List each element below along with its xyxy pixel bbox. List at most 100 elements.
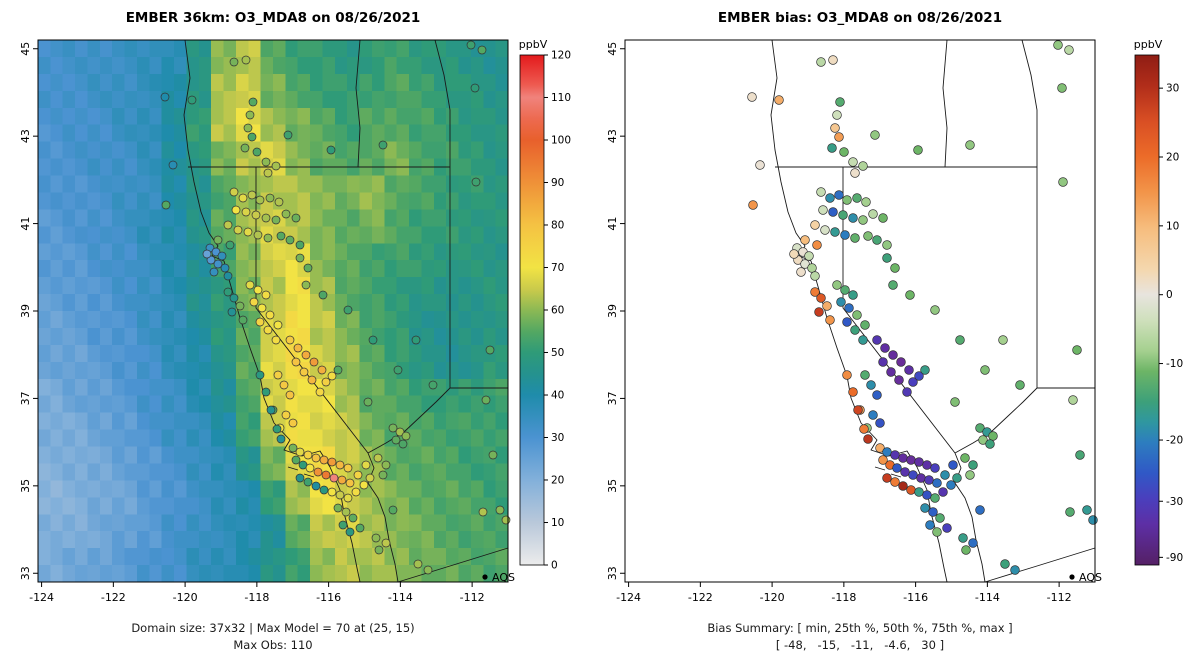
grid-cell [87,565,101,583]
grid-cell [421,429,435,447]
bias-station-dot [882,447,892,457]
grid-cell [136,40,150,58]
grid-cell [409,395,422,414]
grid-cell [409,40,422,58]
grid-cell [433,344,447,363]
grid-cell [384,378,398,397]
grid-cell [161,412,175,431]
grid-cell [396,260,410,278]
bias-station-dot [1058,177,1068,187]
grid-cell [174,446,187,464]
grid-cell [446,327,460,346]
y-tick-label: 41 [606,217,619,231]
grid-cell [396,548,410,566]
colorbar-gradient [519,54,545,566]
model-station-dot [265,310,275,320]
grid-cell [273,243,286,261]
grid-cell [396,175,410,193]
grid-cell [223,192,237,210]
grid-cell [285,294,299,312]
grid-cell [99,226,113,244]
model-station-dot [252,147,262,157]
grid-cell [235,327,249,346]
grid-cell [409,141,422,160]
grid-cell [75,395,88,414]
grid-cell [62,277,76,295]
bias-station-dot [816,293,826,303]
bias-station-dot [914,457,924,467]
grid-cell [112,294,126,312]
bias-station-dot [898,481,908,491]
grid-cell [62,294,76,312]
grid-cell [198,260,212,278]
grid-cell [124,277,138,295]
grid-cell [297,124,311,143]
model-station-dot [428,380,438,390]
grid-cell [421,243,435,261]
grid-cell [235,40,249,58]
grid-cell [38,395,51,414]
bias-station-dot [810,220,820,230]
grid-cell [248,56,262,75]
grid-cell [396,40,410,58]
grid-cell [260,531,274,549]
grid-cell [297,565,311,583]
grid-cell [161,56,175,75]
grid-cell [446,429,460,447]
grid-cell [409,565,422,583]
bias-station-dot [930,305,940,315]
grid-cell [384,175,398,193]
grid-cell [87,56,101,75]
grid-cell [371,429,385,447]
grid-cell [50,124,64,143]
model-station-dot [281,209,291,219]
grid-cell [149,344,163,363]
grid-cell [38,548,51,566]
grid-cell [50,463,64,481]
grid-cell [112,446,126,464]
grid-cell [347,277,361,295]
grid-cell [384,141,398,160]
grid-cell [62,175,76,193]
grid-cell [495,480,509,498]
grid-cell [112,243,126,261]
grid-cell [99,446,113,464]
colorbar-tick-label: 10 [1166,220,1179,232]
grid-cell [161,327,175,346]
grid-cell [446,141,460,160]
bias-station-dot [882,253,892,263]
grid-cell [421,90,435,109]
bias-station-dot [863,231,873,241]
grid-cell [273,175,286,193]
bias-station-dot [825,315,835,325]
grid-cell [470,158,484,176]
grid-cell [322,565,336,583]
grid-cell [310,243,323,261]
grid-cell [136,124,150,143]
grid-cell [470,395,484,414]
grid-cell [458,531,472,549]
colorbar-tick-label: 0 [551,560,558,572]
model-station-dot [211,247,221,257]
model-station-dot [223,287,233,297]
grid-cell [174,209,187,227]
grid-cell [273,40,286,58]
grid-cell [124,344,138,363]
grid-cell [186,565,200,583]
colorbar-tick-label: 10 [551,517,564,529]
grid-cell [446,497,460,515]
grid-cell [260,497,274,515]
grid-cell [359,175,373,193]
grid-cell [334,107,348,126]
grid-cell [211,311,225,329]
grid-cell [433,90,447,109]
grid-cell [211,192,225,210]
model-station-dot [227,307,237,317]
grid-cell [297,209,311,227]
grid-cell [38,141,51,160]
grid-cell [186,56,200,75]
grid-cell [136,446,150,464]
grid-cell [248,548,262,566]
grid-cell [38,192,51,210]
bias-station-dot [755,160,765,170]
